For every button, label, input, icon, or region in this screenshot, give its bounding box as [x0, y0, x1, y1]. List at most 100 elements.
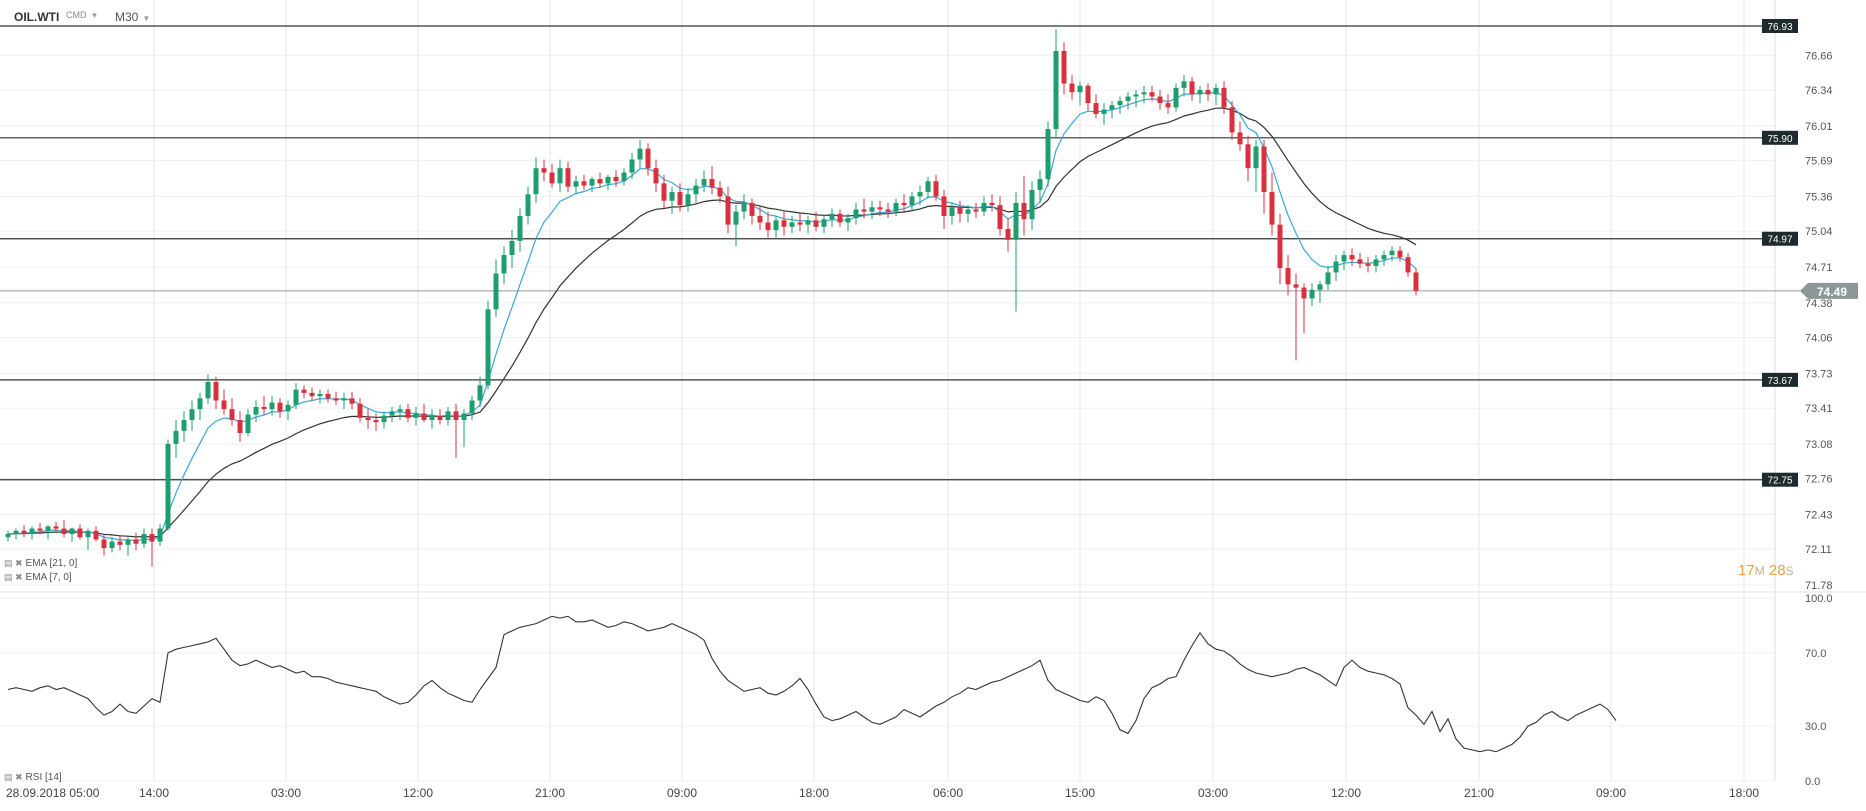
candle	[117, 535, 123, 551]
price-tick-label: 76.34	[1805, 85, 1833, 97]
settings-close-icon[interactable]: ▤ ✖	[4, 772, 23, 782]
candle-body	[1413, 272, 1419, 291]
candle	[749, 198, 755, 225]
candle-body	[757, 215, 763, 223]
candle	[93, 526, 99, 542]
candle	[1397, 246, 1403, 262]
indicator-params: [7, 0]	[49, 572, 72, 583]
chevron-down-icon: ▼	[142, 14, 151, 23]
price-level-tag-text: 76.93	[1767, 22, 1792, 33]
candle	[957, 200, 963, 223]
candle	[1309, 283, 1315, 307]
candle-timer: 17M 28S	[1738, 562, 1794, 579]
candle	[517, 208, 523, 252]
candle-body	[501, 255, 507, 274]
candle-body	[597, 179, 603, 184]
candle	[1253, 139, 1259, 193]
candle-body	[1189, 81, 1195, 95]
candle	[525, 186, 531, 225]
candle-body	[157, 528, 163, 542]
timeframe-selector[interactable]: M30 ▼	[115, 10, 150, 24]
candle-body	[781, 220, 787, 227]
indicator-rsi[interactable]: ▤ ✖ RSI [14]	[4, 772, 62, 783]
candle-body	[869, 207, 875, 212]
price-level-tag-text: 73.67	[1767, 376, 1792, 387]
candle	[1117, 96, 1123, 114]
candle-body	[829, 213, 835, 220]
candle-body	[381, 415, 387, 423]
candle-body	[1373, 259, 1379, 266]
settings-close-icon[interactable]: ▤ ✖	[4, 572, 23, 582]
rsi-tick-label: 70.0	[1805, 648, 1826, 660]
time-tick-label: 28.09.2018 05:00	[6, 786, 100, 800]
candle-body	[693, 185, 699, 195]
candle	[213, 376, 219, 410]
chevron-down-icon: ▼	[90, 11, 99, 20]
candle-body	[1021, 202, 1027, 220]
time-tick-label: 09:00	[1596, 786, 1626, 800]
candle	[605, 174, 611, 190]
candle	[293, 383, 299, 410]
time-tick-label: 12:00	[1331, 786, 1361, 800]
candle	[533, 157, 539, 203]
candle-body	[1069, 83, 1075, 93]
horizontal-levels[interactable]	[0, 25, 1800, 481]
candle-body	[317, 393, 323, 397]
settings-close-icon[interactable]: ▤ ✖	[4, 558, 23, 568]
candle-body	[1397, 250, 1403, 258]
candle	[285, 400, 291, 421]
time-tick-label: 03:00	[1198, 786, 1228, 800]
candle-body	[1165, 103, 1171, 108]
candle	[1357, 252, 1363, 269]
candle	[1037, 170, 1043, 203]
candle	[1405, 252, 1411, 277]
candle-body	[621, 172, 627, 182]
symbol-label[interactable]: OIL.WTI	[14, 10, 60, 24]
candle-body	[101, 539, 107, 549]
price-tick-label: 72.11	[1805, 544, 1832, 556]
candle	[581, 174, 587, 190]
candle-body	[205, 382, 211, 399]
candle-body	[93, 530, 99, 540]
candle-body	[1229, 107, 1235, 133]
current-price-text: 74.49	[1817, 285, 1847, 299]
candle	[349, 391, 355, 410]
candle	[45, 525, 51, 540]
candle-body	[805, 220, 811, 225]
candle	[765, 211, 771, 238]
indicator-ema21[interactable]: ▤ ✖ EMA [21, 0]	[4, 558, 77, 569]
time-tick-label: 18:00	[1729, 786, 1759, 800]
candle-body	[373, 420, 379, 423]
current-price-tag	[1800, 282, 1858, 299]
candle-body	[909, 196, 915, 206]
candle	[837, 209, 843, 227]
indicator-ema7[interactable]: ▤ ✖ EMA [7, 0]	[4, 572, 72, 583]
candle-body	[341, 398, 347, 401]
timer-s-unit: S	[1785, 564, 1794, 578]
candle	[1197, 85, 1203, 104]
candle	[269, 396, 275, 416]
candle-body	[1173, 87, 1179, 108]
price-tick-label: 76.01	[1805, 121, 1833, 133]
candle	[1053, 29, 1059, 138]
candle	[693, 179, 699, 203]
candle	[813, 211, 819, 232]
candle-body	[1317, 284, 1323, 290]
price-level-tag-text: 75.90	[1767, 134, 1792, 145]
candle-body	[445, 411, 451, 421]
candle-body	[1125, 96, 1131, 101]
candle	[1381, 250, 1387, 266]
candle	[301, 385, 307, 399]
candle	[1237, 121, 1243, 151]
candle-body	[149, 533, 155, 542]
market-selector[interactable]: CMD ▼	[66, 10, 98, 20]
candle	[917, 185, 923, 206]
candle-body	[269, 402, 275, 410]
candle	[1045, 121, 1051, 187]
candle	[5, 530, 11, 542]
candle-body	[1301, 287, 1307, 299]
candle-body	[461, 413, 467, 421]
candle	[821, 215, 827, 234]
candle	[389, 406, 395, 423]
